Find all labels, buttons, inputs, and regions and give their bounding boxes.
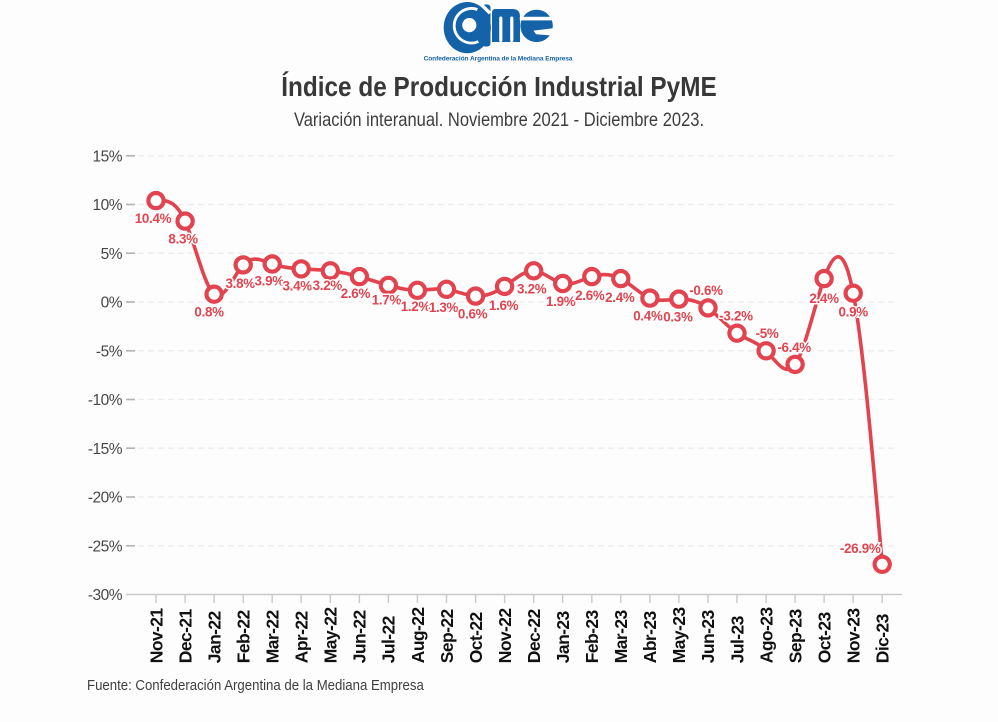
svg-text:10%: 10% bbox=[92, 197, 122, 214]
svg-text:0.6%: 0.6% bbox=[458, 307, 488, 322]
svg-text:Nov-22: Nov-22 bbox=[495, 608, 515, 664]
svg-text:1.7%: 1.7% bbox=[372, 292, 402, 307]
svg-text:1.6%: 1.6% bbox=[489, 298, 519, 313]
svg-text:2.4%: 2.4% bbox=[605, 290, 635, 305]
svg-text:10.4%: 10.4% bbox=[135, 211, 172, 226]
svg-text:1.2%: 1.2% bbox=[401, 299, 431, 314]
svg-text:5%: 5% bbox=[101, 246, 123, 263]
svg-text:Mar-23: Mar-23 bbox=[611, 610, 631, 664]
svg-text:-5%: -5% bbox=[756, 326, 779, 341]
svg-text:2.4%: 2.4% bbox=[809, 291, 839, 306]
svg-text:Dec-22: Dec-22 bbox=[524, 609, 544, 664]
svg-text:0.8%: 0.8% bbox=[194, 305, 224, 320]
svg-text:1.3%: 1.3% bbox=[429, 300, 459, 315]
svg-text:3.9%: 3.9% bbox=[255, 274, 285, 289]
svg-text:Ago-23: Ago-23 bbox=[756, 607, 776, 664]
svg-text:-3.2%: -3.2% bbox=[719, 309, 753, 324]
svg-text:2.6%: 2.6% bbox=[575, 288, 605, 303]
svg-text:Sep-22: Sep-22 bbox=[437, 609, 457, 664]
svg-text:Feb-22: Feb-22 bbox=[234, 610, 254, 664]
svg-text:Abr-23: Abr-23 bbox=[640, 611, 660, 664]
svg-text:Confederación Argentina de la: Confederación Argentina de la Mediana Em… bbox=[424, 56, 573, 63]
svg-text:3.2%: 3.2% bbox=[517, 281, 547, 296]
svg-text:15%: 15% bbox=[92, 148, 122, 165]
svg-text:Jul-22: Jul-22 bbox=[379, 615, 399, 663]
svg-text:-26.9%: -26.9% bbox=[840, 541, 881, 556]
svg-text:-25%: -25% bbox=[88, 538, 123, 555]
svg-text:-6.4%: -6.4% bbox=[777, 340, 811, 355]
svg-text:Jun-22: Jun-22 bbox=[350, 610, 370, 664]
svg-text:-5%: -5% bbox=[96, 343, 123, 360]
svg-text:Nov-21: Nov-21 bbox=[146, 608, 166, 664]
svg-text:0.9%: 0.9% bbox=[839, 305, 869, 320]
svg-text:Aug-22: Aug-22 bbox=[408, 607, 428, 664]
svg-text:-30%: -30% bbox=[88, 587, 123, 604]
svg-text:Jan-23: Jan-23 bbox=[553, 610, 573, 663]
svg-text:-20%: -20% bbox=[88, 490, 123, 507]
svg-text:-15%: -15% bbox=[88, 441, 123, 458]
svg-text:Jan-22: Jan-22 bbox=[204, 610, 224, 663]
svg-text:1.9%: 1.9% bbox=[546, 294, 576, 309]
svg-text:0.4%: 0.4% bbox=[633, 309, 663, 324]
svg-text:8.3%: 8.3% bbox=[168, 232, 198, 247]
svg-text:Oct-23: Oct-23 bbox=[814, 611, 834, 663]
svg-text:Apr-22: Apr-22 bbox=[292, 611, 312, 664]
svg-text:0%: 0% bbox=[101, 295, 123, 312]
svg-text:Feb-23: Feb-23 bbox=[582, 610, 602, 664]
svg-text:Oct-22: Oct-22 bbox=[466, 611, 486, 663]
svg-text:3.8%: 3.8% bbox=[226, 276, 256, 291]
svg-text:Nov-23: Nov-23 bbox=[844, 608, 864, 664]
svg-text:0.3%: 0.3% bbox=[663, 310, 693, 325]
svg-text:2.6%: 2.6% bbox=[341, 286, 371, 301]
svg-text:Sep-23: Sep-23 bbox=[785, 609, 805, 664]
svg-text:-0.6%: -0.6% bbox=[689, 283, 723, 298]
svg-text:Jun-23: Jun-23 bbox=[698, 610, 718, 664]
svg-text:May-22: May-22 bbox=[321, 607, 341, 664]
svg-text:Jul-23: Jul-23 bbox=[727, 615, 747, 663]
svg-text:Dic-23: Dic-23 bbox=[873, 613, 893, 663]
svg-text:May-23: May-23 bbox=[669, 607, 689, 664]
svg-text:Mar-22: Mar-22 bbox=[263, 610, 283, 664]
svg-text:3.4%: 3.4% bbox=[283, 278, 313, 293]
svg-text:Dec-21: Dec-21 bbox=[175, 609, 195, 664]
svg-text:-10%: -10% bbox=[88, 392, 123, 409]
svg-text:3.2%: 3.2% bbox=[313, 278, 343, 293]
